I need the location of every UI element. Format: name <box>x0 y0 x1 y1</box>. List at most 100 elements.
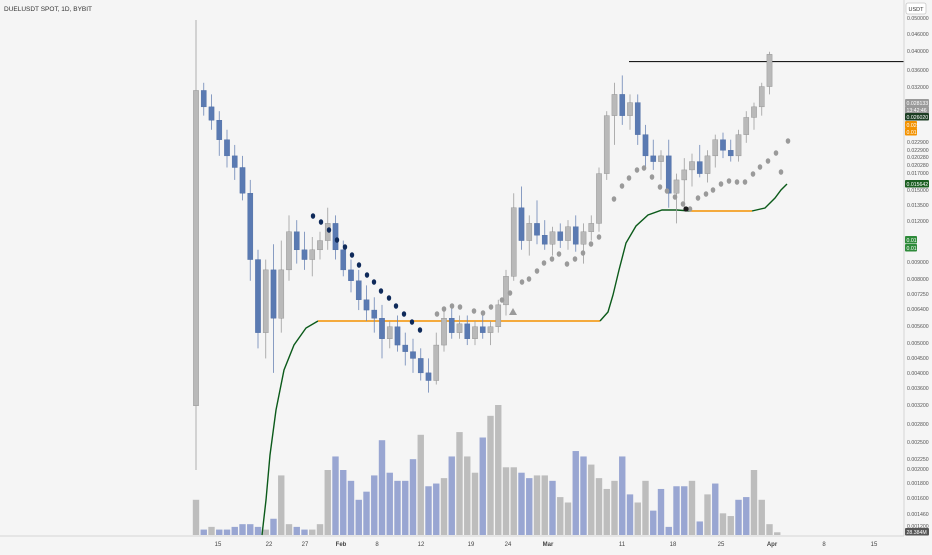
volume-bar <box>293 526 300 536</box>
price-badge-label: 0.01 <box>907 130 917 136</box>
price-badge-background <box>905 528 929 536</box>
candle-body <box>720 139 726 151</box>
candle-body <box>758 86 765 108</box>
sar-dot-light <box>718 181 724 187</box>
volume-bar <box>611 480 618 535</box>
time-axis[interactable]: 15 22 27 Feb 8 12 19 24 Mar 11 18 25 Apr 8 15 <box>215 542 878 548</box>
price-badge-background <box>905 99 929 107</box>
candle-body <box>673 179 680 194</box>
candle <box>363 285 370 321</box>
candle <box>479 315 486 339</box>
sar-dot-light <box>572 256 578 262</box>
price-tick-label: 0.001600 <box>907 496 929 502</box>
volume-bar <box>712 483 719 535</box>
candle-body <box>603 115 610 174</box>
price-tick-label: 0.007250 <box>907 292 929 298</box>
candle-body <box>208 106 215 121</box>
volume-bar <box>518 472 525 535</box>
volume-bar <box>208 526 215 536</box>
candle <box>596 167 602 232</box>
candle <box>534 200 540 245</box>
candle-body <box>596 173 602 224</box>
candle <box>503 269 509 316</box>
candle <box>472 321 478 346</box>
sar-dot-dark <box>326 227 332 233</box>
candle-body <box>371 309 378 319</box>
candle <box>224 129 230 168</box>
volume-bar <box>309 529 316 535</box>
candle-body <box>689 161 695 171</box>
price-tick-label: 0.008000 <box>907 277 929 283</box>
candle <box>735 129 742 162</box>
candle <box>270 244 277 373</box>
price-badge-label: 0.015642 <box>907 182 929 188</box>
volume-bar <box>270 518 277 535</box>
price-badge-label: 0.026020 <box>907 115 929 121</box>
volume-bar <box>247 524 254 535</box>
volume-bar <box>487 415 494 535</box>
price-tick-label: 0.002800 <box>907 422 929 428</box>
candle-body <box>526 223 533 241</box>
sar-dot-light <box>556 251 562 257</box>
sar-dot-light <box>580 250 586 256</box>
candle <box>650 139 657 170</box>
price-tick-label: 0.005000 <box>907 341 929 347</box>
candle <box>200 82 207 116</box>
price-badge-label: 0.028133 <box>907 101 929 107</box>
price-badge-background <box>905 128 917 136</box>
candle-body <box>479 326 486 333</box>
sar-dot-light <box>499 297 505 303</box>
volume-bar <box>564 502 572 535</box>
candle <box>611 82 618 145</box>
volume-bar <box>471 472 479 535</box>
volume-bar <box>231 526 238 536</box>
candle <box>518 186 525 250</box>
price-tick-label: 0.017000 <box>907 171 929 177</box>
candle-body <box>301 249 308 260</box>
time-axis-label: 24 <box>505 542 512 548</box>
candle-body <box>580 231 587 245</box>
sar-dot-light <box>441 306 447 312</box>
candle-body <box>650 155 657 162</box>
price-badge: 0.026020 <box>905 113 929 121</box>
price-badge: 28.384M <box>905 528 929 536</box>
time-axis-label: 11 <box>619 542 626 548</box>
candle-body <box>510 207 517 277</box>
sar-dot-light <box>734 179 740 185</box>
currency-button[interactable]: USDT <box>905 2 927 15</box>
currency-button-frame[interactable] <box>905 2 927 15</box>
candle <box>441 310 447 352</box>
candle <box>541 220 548 250</box>
candle <box>526 215 533 256</box>
volume-bar <box>409 459 417 535</box>
sar-dot-light <box>765 158 771 164</box>
price-badge: 0.01 <box>905 244 917 252</box>
candle-body <box>293 231 300 251</box>
volume-bar <box>719 513 727 535</box>
time-axis-label: 19 <box>468 542 475 548</box>
candle-body <box>247 193 254 260</box>
currency-button-label[interactable]: USDT <box>909 7 925 13</box>
price-axis[interactable]: 0.050000 0.046000 0.040000 0.036000 0.032000… <box>907 16 929 530</box>
volume-bar <box>774 532 781 535</box>
price-badge: 0.01 <box>905 128 917 136</box>
sar-dot-light <box>672 194 678 200</box>
symbol-label: DUELUSDT SPOT, 1D, BYBIT <box>4 6 92 13</box>
candle <box>348 259 354 293</box>
candle <box>332 215 339 260</box>
volume-bar <box>316 524 324 535</box>
volume-bar <box>657 488 665 535</box>
sar-dot-light <box>657 184 663 190</box>
candle <box>255 249 261 349</box>
candle-body <box>588 223 595 232</box>
volume-bar <box>417 434 424 535</box>
volume-bar <box>332 456 339 535</box>
volume-bar <box>603 488 610 535</box>
volume-bar <box>464 456 471 535</box>
candle-body <box>270 269 277 319</box>
price-tick-label: 0.020280 <box>907 155 929 161</box>
volume-bar <box>200 529 207 535</box>
volume-bar <box>301 529 308 535</box>
